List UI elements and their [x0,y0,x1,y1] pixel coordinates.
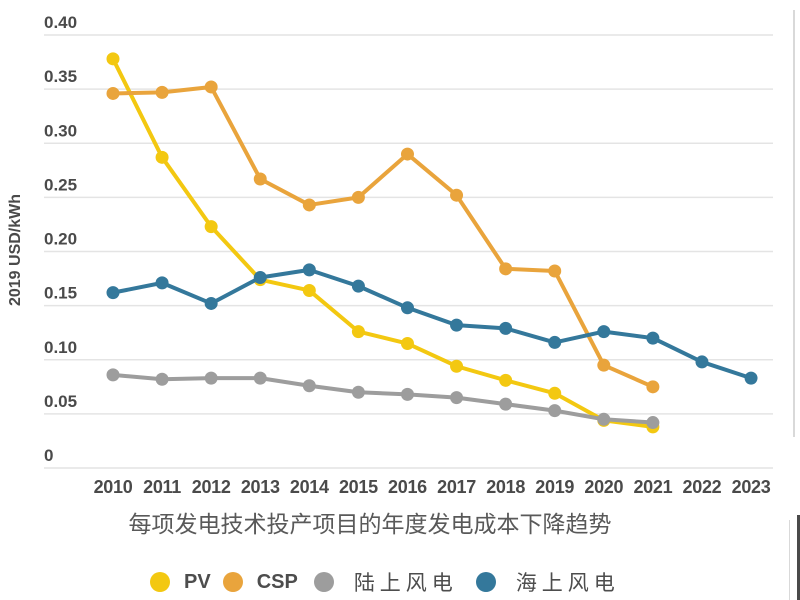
x-tick-label: 2012 [192,477,231,497]
x-tick-label: 2014 [290,477,329,497]
series-offshore-wind-point [253,270,267,284]
pv-legend-dot [150,572,170,592]
series-offshore-wind-point [499,321,513,335]
series-offshore-wind-point [450,318,464,332]
series-onshore-wind-point [302,379,316,393]
series-offshore-wind-point [744,371,758,385]
x-tick-label: 2016 [388,477,427,497]
series-onshore-wind-point [155,372,169,386]
series-pv-point [548,386,562,400]
series-offshore-wind-point [204,296,218,310]
chart-title: 每项发电技术投产项目的年度发电成本下降趋势 [128,511,612,537]
series-pv-point [155,150,169,164]
series-pv-point [302,283,316,297]
series-csp-point [155,85,169,99]
onshore-wind-legend-dot [313,572,334,592]
onshore-wind-legend-label: 陆上风电 [353,572,458,595]
y-tick-label: 0.30 [44,121,77,140]
series-onshore-wind-point [499,397,513,411]
series-pv-line [111,56,655,429]
y-tick-label: 0.05 [44,392,77,411]
series-offshore-wind-point [155,276,169,290]
series-offshore-wind-point [351,279,365,293]
legend-item-onshore-wind: 陆上风电 [313,567,458,597]
series-offshore-wind-point [106,286,120,300]
x-tick-label: 2021 [633,477,672,497]
x-tick-label: 2023 [732,477,771,497]
series-csp-point [597,358,611,372]
x-tick-label: 2015 [339,477,378,497]
series-csp-point [646,380,660,394]
y-tick-label: 0.40 [44,13,77,32]
x-tick-label: 2011 [143,477,181,497]
series-pv-point [351,325,365,339]
series-csp-point [204,80,218,94]
csp-legend-label: CSP [256,570,298,593]
series-onshore-wind-point [253,371,267,385]
series-onshore-wind-point [204,371,218,385]
x-tick-label: 2013 [241,477,280,497]
series-onshore-wind-point [548,404,562,418]
x-tick-label: 2017 [437,477,476,497]
legend: PV CSP 陆上风电 海上风电 [150,568,620,596]
series-offshore-wind-point [695,355,709,369]
x-tick-label: 2020 [584,477,623,497]
series-csp-point [450,188,464,202]
series-pv-point [204,220,218,234]
y-axis-title: 2019 USD/kWh [7,194,24,306]
series-onshore-wind-point [351,385,365,399]
x-tick-label: 2019 [535,477,574,497]
series-offshore-wind-line [111,267,754,381]
offshore-wind-legend-label: 海上风电 [515,572,620,595]
y-tick-label: 0.25 [44,175,77,194]
y-tick-label: 0.15 [44,284,77,303]
screen-edge-artifact-right-bottom-light [789,520,790,600]
series-offshore-wind-point [597,325,611,339]
series-csp-point [106,86,120,100]
series-offshore-wind-point [302,263,316,277]
series-csp-line [111,84,655,389]
screen-edge-artifact-right-bottom-dark [797,515,800,600]
y-tick-label: 0 [44,446,53,465]
x-tick-label: 2010 [94,477,133,497]
y-tick-label: 0.10 [44,338,77,357]
series-offshore-wind-point [400,301,414,315]
series-csp-point [548,264,562,278]
pv-legend-label: PV [184,570,211,593]
y-tick-label: 0.20 [44,230,77,249]
series-csp-point [400,147,414,161]
csp-legend-dot [222,572,243,592]
y-tick-label: 0.35 [44,67,77,86]
screen-edge-artifact-right-top [793,10,795,437]
legend-item-csp: CSP [222,570,298,594]
series-pv-point [450,359,464,373]
x-tick-label: 2022 [683,477,722,497]
series-onshore-wind-point [106,368,120,382]
series-onshore-wind-line [111,372,655,425]
legend-item-offshore-wind: 海上风电 [475,567,620,597]
offshore-wind-legend-dot [475,572,496,592]
series-csp-point [253,172,267,186]
series-csp-point [499,262,513,276]
legend-item-pv: PV [150,571,211,594]
series-pv-point [499,373,513,387]
series-csp-point [302,198,316,212]
series-onshore-wind-point [597,412,611,426]
series-onshore-wind-point [400,387,414,401]
series-pv-point [106,52,120,66]
series-onshore-wind-point [646,416,660,430]
x-tick-label: 2018 [486,477,525,497]
series-csp-point [351,190,365,204]
series-offshore-wind-point [646,331,660,345]
series-pv-point [400,337,414,351]
series-onshore-wind-point [450,391,464,405]
series-offshore-wind-point [548,335,562,349]
